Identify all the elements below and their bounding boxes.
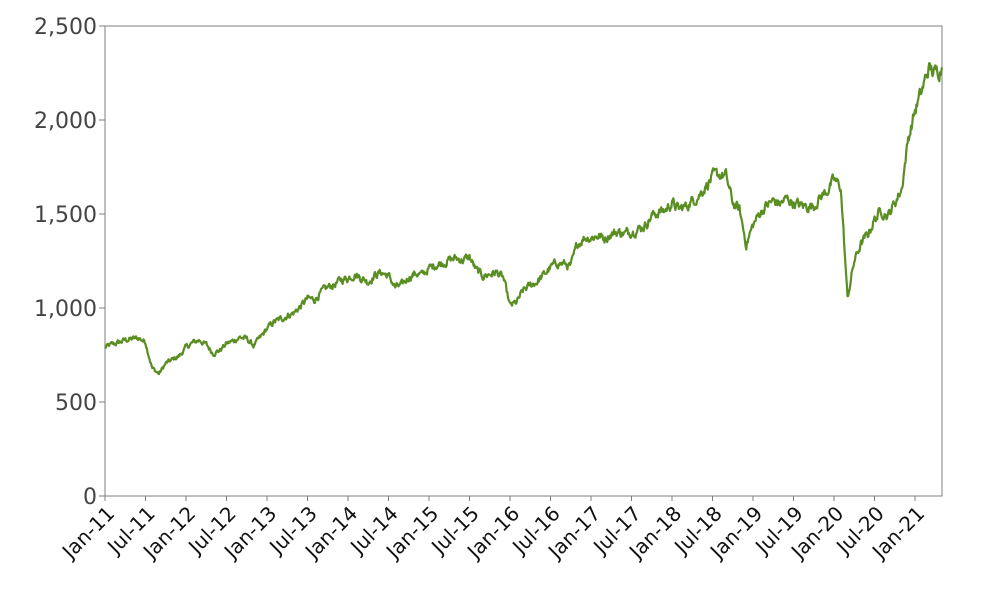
- y-tick-label: 0: [83, 485, 97, 510]
- series-layer: [104, 62, 944, 376]
- series-line: [104, 62, 944, 376]
- y-tick-label: 500: [55, 391, 97, 416]
- y-tick-label: 1,500: [34, 203, 97, 228]
- y-axis-ticks: 0 500 1,000 1,500 2,000 2,500: [34, 15, 105, 510]
- y-tick-label: 1,000: [34, 297, 97, 322]
- plot-frame: [104, 25, 943, 497]
- y-tick-label: 2,000: [34, 109, 97, 134]
- y-tick-label: 2,500: [34, 15, 97, 40]
- x-axis-ticks: Jan-11Jul-11Jan-12Jul-12Jan-13Jul-13Jan-…: [56, 496, 929, 565]
